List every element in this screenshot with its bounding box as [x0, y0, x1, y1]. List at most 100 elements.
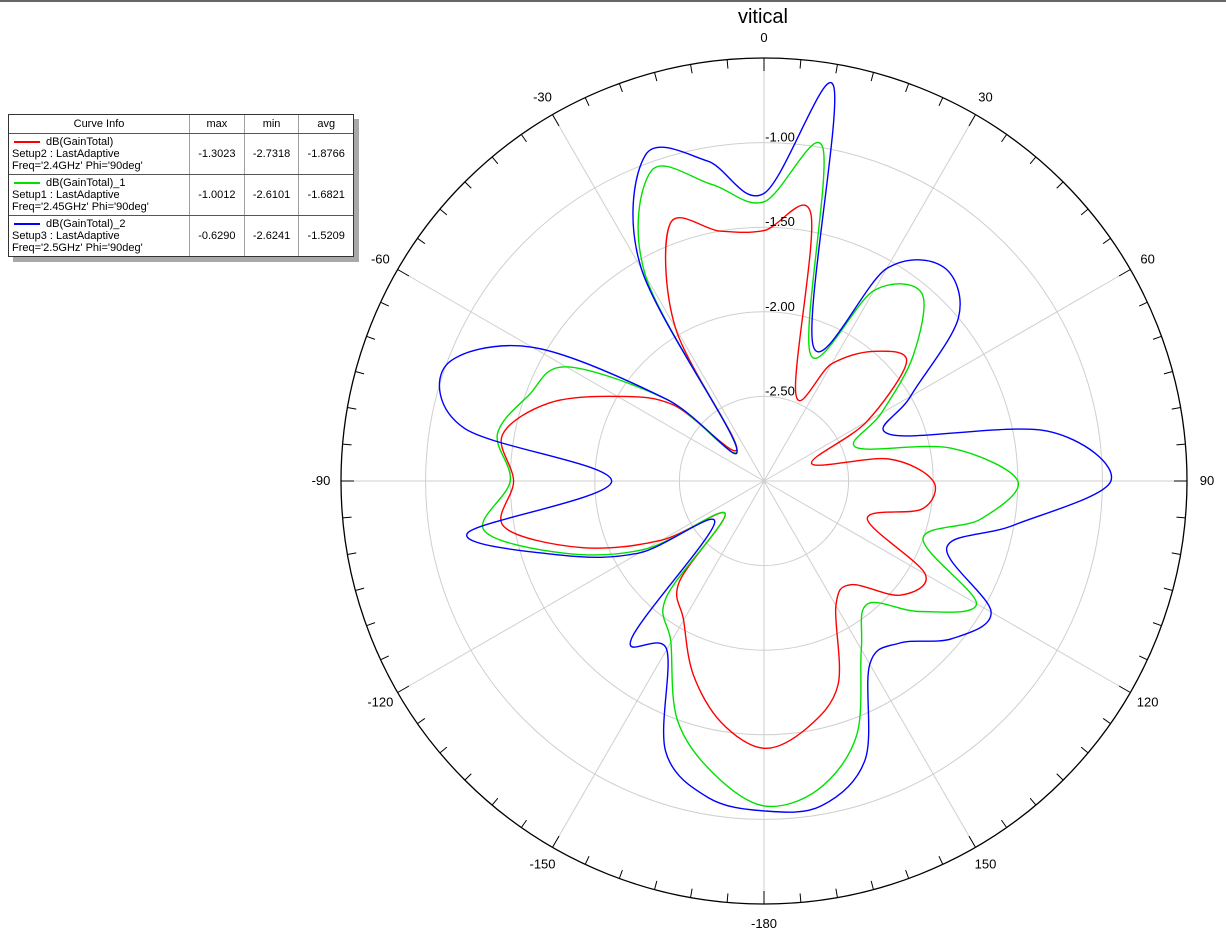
angle-tick-label: -90: [312, 473, 331, 488]
angle-tick-mark: [1139, 655, 1148, 661]
series-curve-dB(GainTotal): [500, 204, 937, 750]
angle-tick-label: 30: [978, 89, 992, 104]
legend-min-value: -2.6101: [244, 174, 300, 216]
angle-tick-mark: [905, 869, 910, 879]
legend-min-value: -2.7318: [244, 133, 300, 175]
angle-tick-mark: [1163, 587, 1173, 591]
angle-tick-label: 0: [760, 30, 767, 45]
legend-header-row: Curve Info max min avg: [9, 115, 353, 134]
red-line-swatch-icon: [14, 141, 40, 143]
angle-tick-mark: [799, 59, 802, 69]
angular-grid-spoke: [763, 480, 1131, 693]
angle-tick-mark: [1118, 269, 1131, 277]
angle-tick-mark: [464, 181, 472, 189]
angle-tick-mark: [397, 685, 410, 693]
legend-avg-value: -1.5209: [307, 230, 345, 242]
legend-header-min: min: [244, 115, 300, 134]
angle-tick-mark: [439, 208, 448, 216]
angle-tick-mark: [690, 888, 693, 898]
angle-tick-mark: [618, 83, 623, 93]
angle-tick-label: -120: [367, 695, 393, 710]
legend-max-value: -1.3023: [189, 133, 245, 175]
legend-max-value: -0.6290: [189, 215, 245, 256]
angle-tick-label: -30: [533, 89, 552, 104]
angle-tick-mark: [1176, 443, 1186, 446]
angle-tick-mark: [1171, 407, 1181, 410]
series-curve-dB(GainTotal)_1: [481, 141, 1019, 808]
series-curve-dB(GainTotal)_2: [438, 82, 1113, 813]
angle-tick-mark: [726, 893, 729, 903]
angle-tick-mark: [835, 888, 838, 898]
legend-row[interactable]: dB(GainTotal) Setup2 : LastAdaptive Freq…: [9, 133, 353, 175]
angle-tick-mark: [799, 893, 802, 903]
angle-tick-mark: [366, 335, 376, 340]
angle-tick-mark: [870, 72, 874, 82]
legend-series-params: Freq='2.5GHz' Phi='90deg': [12, 242, 143, 254]
radial-tick-label: -2.50: [765, 383, 795, 398]
angle-tick-mark: [520, 134, 527, 143]
legend-avg-value: -1.8766: [298, 133, 353, 175]
angle-tick-mark: [355, 371, 365, 375]
radial-tick-label: -1.00: [765, 130, 795, 145]
legend-series-params: Freq='2.45GHz' Phi='90deg': [12, 201, 149, 213]
angle-tick-mark: [1152, 335, 1162, 340]
angle-tick-mark: [552, 114, 560, 127]
angular-grid-spoke: [552, 114, 765, 482]
angle-tick-mark: [1001, 134, 1008, 143]
angle-tick-mark: [347, 407, 357, 410]
legend-series-setup: Setup2 : LastAdaptive: [12, 148, 120, 160]
legend-avg-value: -1.6821: [298, 174, 353, 216]
angle-tick-mark: [347, 552, 357, 555]
angle-tick-label: -180: [751, 916, 777, 931]
angle-tick-mark: [1001, 819, 1008, 828]
angle-tick-mark: [1163, 371, 1173, 375]
green-line-swatch-icon: [14, 182, 40, 184]
angle-tick-mark: [520, 819, 527, 828]
angle-tick-mark: [1152, 622, 1162, 627]
angle-tick-mark: [1080, 746, 1089, 754]
angle-tick-label: -60: [371, 252, 390, 267]
angle-tick-mark: [690, 64, 693, 74]
legend-row[interactable]: dB(GainTotal)_1 Setup1 : LastAdaptive Fr…: [9, 174, 353, 216]
angle-tick-mark: [1102, 718, 1111, 725]
angle-tick-mark: [1080, 208, 1089, 216]
chart-title: vitical: [737, 6, 788, 28]
angle-tick-mark: [1139, 301, 1148, 307]
legend-max-value: -1.0012: [189, 174, 245, 216]
angle-tick-mark: [417, 718, 426, 725]
legend-row[interactable]: dB(GainTotal)_2 Setup3 : LastAdaptive Fr…: [9, 215, 353, 256]
angle-tick-mark: [1056, 181, 1064, 189]
legend-series-setup: Setup1 : LastAdaptive: [12, 189, 120, 201]
angle-tick-mark: [1171, 552, 1181, 555]
angle-tick-mark: [1056, 773, 1064, 781]
angular-grid-spoke: [763, 114, 976, 482]
angle-tick-mark: [938, 97, 944, 106]
angle-tick-mark: [355, 587, 365, 591]
angle-tick-mark: [1102, 237, 1111, 244]
legend-min-value: -2.6241: [244, 215, 300, 256]
radial-tick-label: -1.50: [765, 214, 795, 229]
angle-tick-mark: [835, 64, 838, 74]
angle-tick-mark: [491, 797, 499, 806]
angle-tick-mark: [1029, 156, 1037, 165]
angle-tick-mark: [380, 301, 389, 307]
angle-tick-mark: [491, 156, 499, 165]
angle-tick-mark: [366, 622, 376, 627]
top-rule: [0, 0, 1226, 2]
angle-tick-label: -150: [529, 857, 555, 872]
curve-info-legend[interactable]: Curve Info max min avg dB(GainTotal) Set…: [8, 114, 354, 257]
angle-tick-mark: [439, 746, 448, 754]
radial-tick-label: -2.00: [765, 299, 795, 314]
legend-curve-info: dB(GainTotal) Setup2 : LastAdaptive Freq…: [9, 133, 190, 175]
angle-tick-mark: [380, 655, 389, 661]
angular-grid-spoke: [397, 269, 765, 482]
angle-tick-label: 60: [1140, 252, 1154, 267]
legend-table: Curve Info max min avg dB(GainTotal) Set…: [9, 115, 353, 256]
angle-tick-mark: [1029, 797, 1037, 806]
angle-tick-mark: [417, 237, 426, 244]
angle-tick-mark: [654, 72, 658, 82]
angle-tick-mark: [584, 856, 590, 865]
angle-tick-mark: [968, 114, 976, 127]
angle-tick-mark: [342, 516, 352, 519]
